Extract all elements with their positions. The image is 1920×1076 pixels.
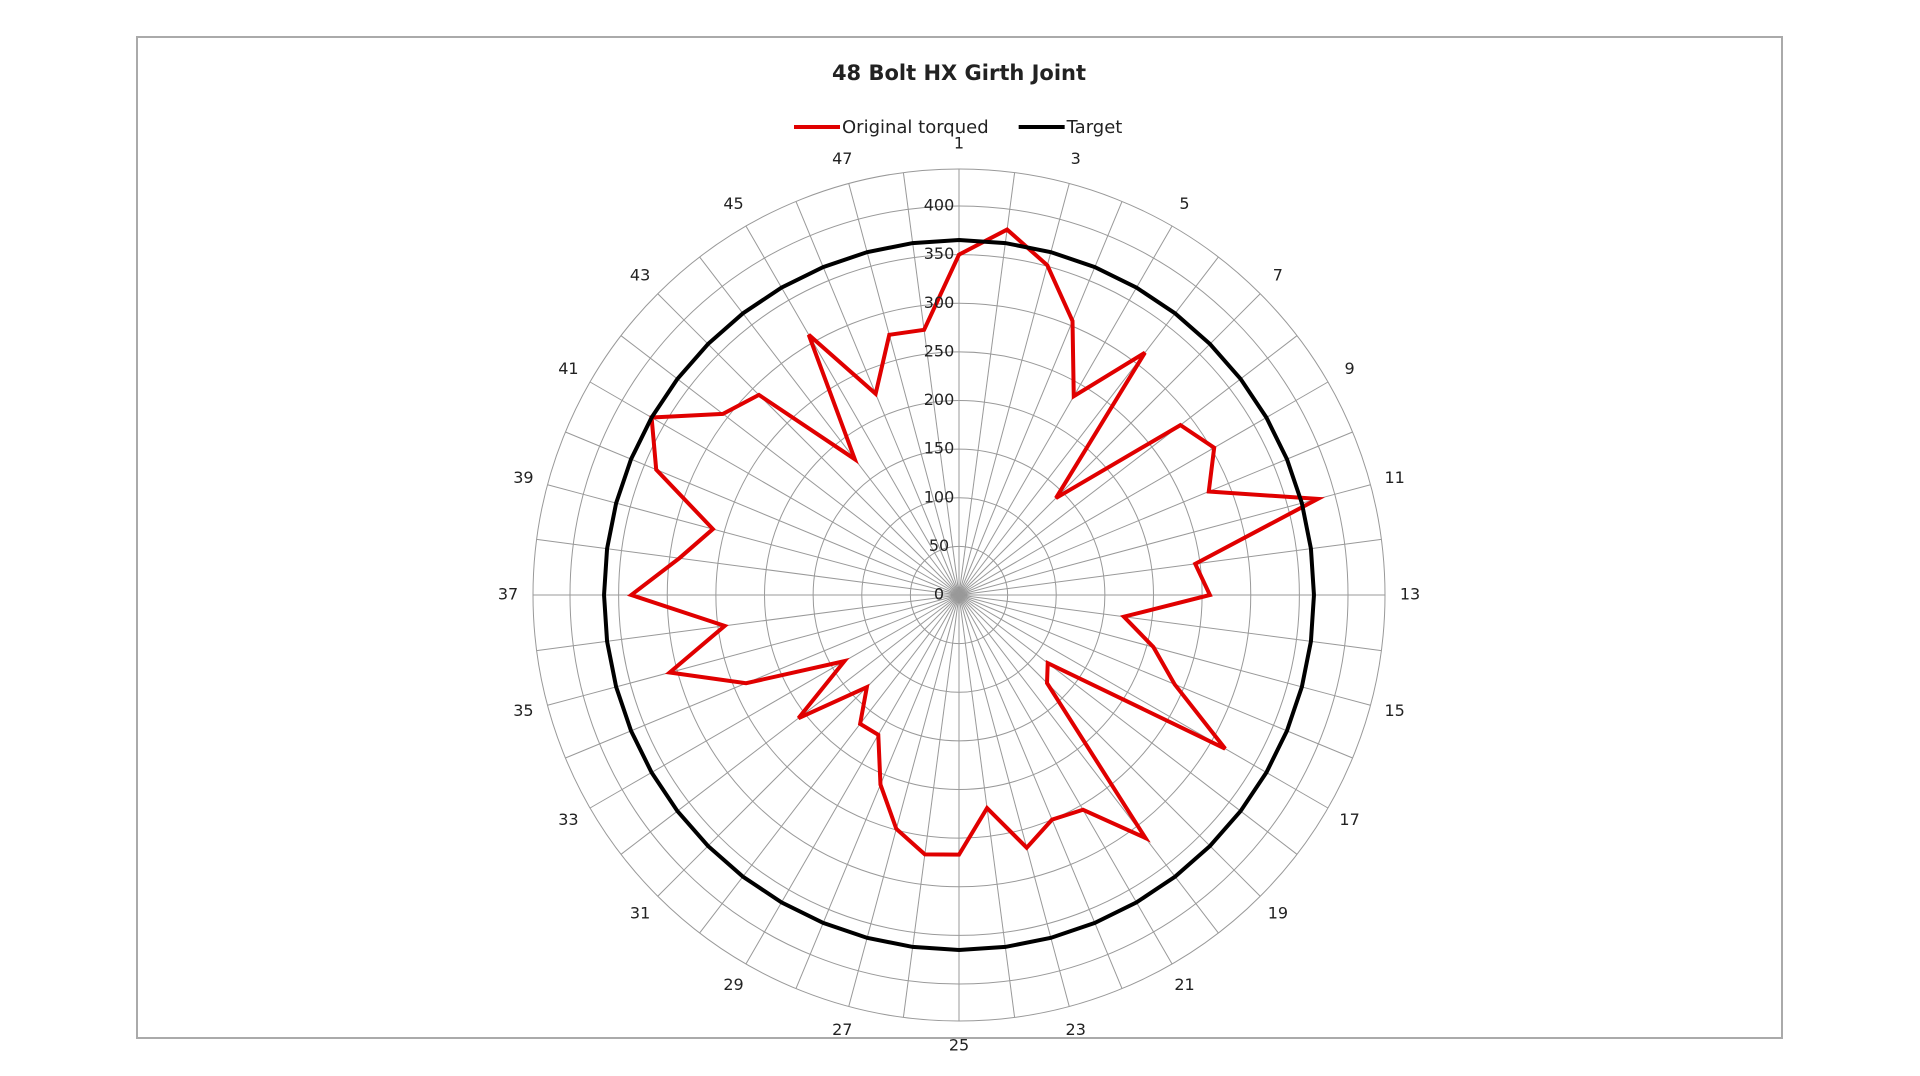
outer-spoke	[1295, 789, 1329, 809]
outer-spoke	[1318, 743, 1353, 759]
category-label: 27	[832, 1020, 852, 1039]
outer-spoke	[699, 903, 723, 934]
outer-spoke	[1334, 484, 1371, 495]
category-label: 35	[513, 701, 533, 720]
outer-spoke	[547, 695, 584, 706]
category-label: 17	[1339, 810, 1359, 829]
outer-spoke	[1107, 201, 1123, 236]
outer-spoke	[1195, 256, 1219, 287]
category-label: 7	[1273, 266, 1283, 285]
grid-ring	[909, 545, 1009, 645]
r-tick-label: 150	[924, 439, 955, 458]
category-label: 9	[1344, 359, 1354, 378]
category-label: 25	[949, 1036, 969, 1055]
outer-spoke	[620, 831, 651, 855]
chart-title: 48 Bolt HX Girth Joint	[832, 61, 1086, 85]
category-label: 39	[513, 468, 533, 487]
outer-spoke	[1344, 645, 1382, 652]
category-label: 37	[498, 585, 518, 604]
r-tick-label: 0	[934, 585, 944, 604]
outer-spoke	[536, 645, 574, 652]
outer-spoke	[1233, 869, 1261, 897]
legend-label: Target	[1066, 117, 1123, 138]
category-label: 11	[1384, 468, 1404, 487]
outer-spoke	[565, 431, 600, 447]
outer-spoke	[1318, 431, 1353, 447]
outer-spoke	[745, 225, 765, 259]
category-label: 3	[1071, 149, 1081, 168]
category-label: 1	[954, 134, 964, 153]
outer-spoke	[1059, 183, 1070, 220]
outer-spoke	[1107, 954, 1123, 989]
category-label: 33	[558, 810, 578, 829]
r-tick-label: 200	[924, 390, 955, 409]
category-label: 47	[832, 149, 852, 168]
legend-label: Original torqued	[842, 117, 989, 138]
outer-spoke	[795, 201, 811, 236]
outer-spoke	[1153, 931, 1173, 965]
category-label: 45	[723, 194, 743, 213]
outer-spoke	[1233, 293, 1261, 321]
category-label: 43	[630, 266, 650, 285]
outer-spoke	[620, 335, 651, 359]
outer-spoke	[1344, 538, 1382, 545]
r-tick-label: 250	[924, 341, 955, 360]
outer-spoke	[902, 980, 909, 1018]
r-tick-label: 300	[924, 293, 955, 312]
outer-spoke	[1295, 381, 1329, 401]
grid-ring	[666, 302, 1252, 888]
outer-spoke	[536, 538, 574, 545]
outer-spoke	[1059, 970, 1070, 1007]
outer-spoke	[1153, 225, 1173, 259]
category-label: 23	[1066, 1020, 1086, 1039]
outer-spoke	[657, 293, 685, 321]
outer-spoke	[589, 789, 623, 809]
category-label: 21	[1174, 975, 1194, 994]
category-label: 19	[1268, 903, 1288, 922]
outer-spoke	[1267, 831, 1298, 855]
grid-ring	[764, 400, 1154, 790]
outer-spoke	[699, 256, 723, 287]
category-label: 5	[1179, 194, 1189, 213]
outer-spoke	[1334, 695, 1371, 706]
outer-spoke	[1267, 335, 1298, 359]
outer-spoke	[547, 484, 584, 495]
category-label: 41	[558, 359, 578, 378]
outer-spoke	[1009, 172, 1016, 210]
outer-spoke	[745, 931, 765, 965]
outer-spoke	[902, 172, 909, 210]
outer-spoke	[565, 743, 600, 759]
category-label: 31	[630, 903, 650, 922]
r-tick-label: 400	[924, 196, 955, 215]
category-label: 29	[723, 975, 743, 994]
outer-spoke	[657, 869, 685, 897]
r-tick-label: 50	[929, 536, 949, 555]
grid-ring	[812, 448, 1106, 742]
outer-spoke	[589, 381, 623, 401]
r-tick-label: 350	[924, 244, 955, 263]
outer-spoke	[1009, 980, 1016, 1018]
category-label: 15	[1384, 701, 1404, 720]
r-tick-label: 100	[924, 487, 955, 506]
outer-spoke	[1195, 903, 1219, 934]
outer-spoke	[795, 954, 811, 989]
outer-spoke	[848, 970, 859, 1007]
legend: Original torqued Target	[794, 117, 1122, 138]
grid-ring	[861, 497, 1057, 693]
outer-spoke	[848, 183, 859, 220]
series-line	[602, 238, 1316, 952]
category-label: 13	[1400, 585, 1420, 604]
